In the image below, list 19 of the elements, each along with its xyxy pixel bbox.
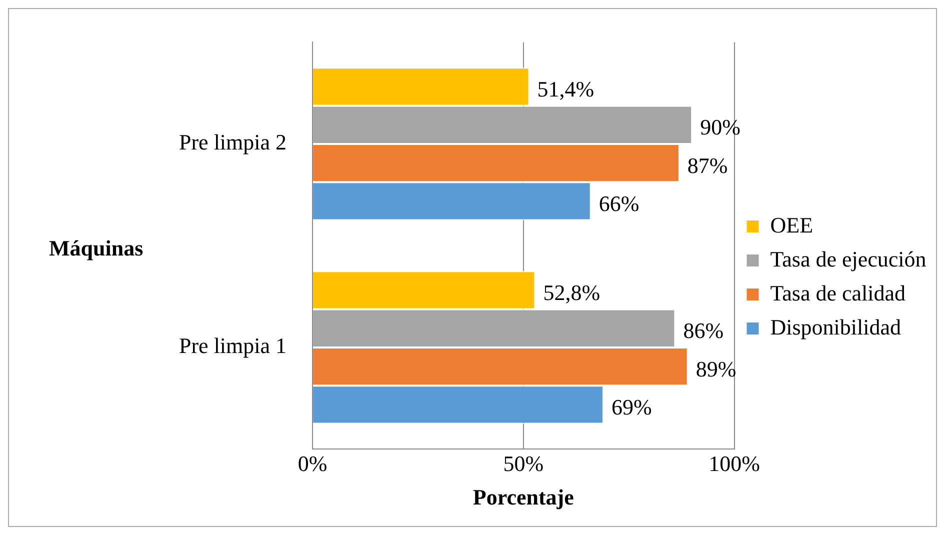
data-label: 86% [683,318,724,344]
legend-label: Tasa de ejecución [770,246,926,272]
data-label: 66% [598,190,640,216]
x-tick-label: 0% [298,451,328,476]
data-label: 52,8% [543,280,600,305]
data-label: 89% [696,356,736,382]
legend-label: OEE [770,212,814,238]
data-label: 87% [687,152,728,178]
x-tick-label: 100% [708,451,760,476]
x-axis-title: Porcentaje [472,484,574,510]
data-label: 69% [612,394,652,420]
legend-label: Disponibilidad [770,314,902,340]
x-tick-label: 50% [503,451,544,476]
y-tick-label: Pre limpia 2 [178,130,287,155]
legend-label: Tasa de calidad [770,280,906,306]
y-axis-title: Máquinas [49,235,144,260]
data-label: 90% [700,114,740,140]
y-tick-label: Pre limpia 1 [178,333,287,358]
data-label: 51,4% [537,76,594,102]
